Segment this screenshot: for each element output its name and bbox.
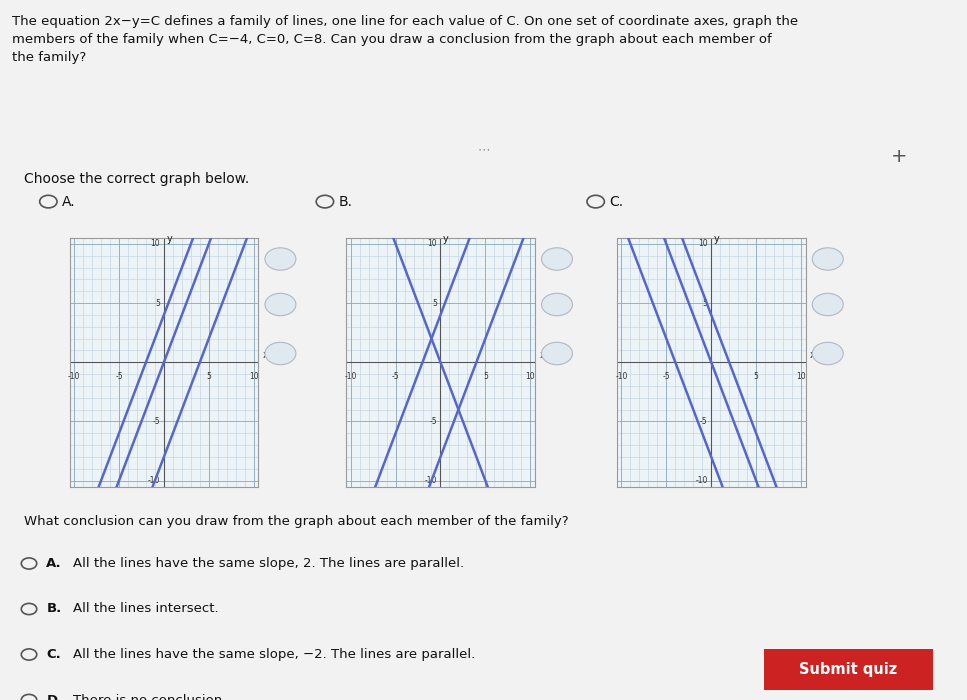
Text: 10: 10	[427, 239, 437, 248]
Text: D.: D.	[46, 694, 63, 700]
Text: x: x	[540, 350, 545, 360]
Text: ⧉: ⧉	[554, 349, 560, 358]
Text: Q: Q	[553, 300, 561, 309]
Text: 🔍: 🔍	[278, 254, 283, 264]
Text: -10: -10	[615, 372, 628, 381]
Text: All the lines have the same slope, 2. The lines are parallel.: All the lines have the same slope, 2. Th…	[73, 557, 463, 570]
FancyBboxPatch shape	[755, 647, 942, 692]
Text: y: y	[443, 234, 449, 244]
Text: C.: C.	[609, 195, 624, 209]
Text: 5: 5	[206, 372, 211, 381]
Text: 10: 10	[698, 239, 708, 248]
Text: +: +	[891, 147, 908, 166]
Text: A.: A.	[62, 195, 75, 209]
Text: -5: -5	[662, 372, 670, 381]
Text: ⧉: ⧉	[825, 349, 831, 358]
Text: y: y	[166, 234, 172, 244]
Text: -10: -10	[68, 372, 80, 381]
Text: What conclusion can you draw from the graph about each member of the family?: What conclusion can you draw from the gr…	[24, 514, 569, 528]
Text: 5: 5	[753, 372, 758, 381]
Text: -10: -10	[695, 476, 708, 485]
Text: There is no conclusion.: There is no conclusion.	[73, 694, 226, 700]
Text: 10: 10	[525, 372, 535, 381]
Text: -10: -10	[148, 476, 161, 485]
Text: B.: B.	[338, 195, 352, 209]
Text: 10: 10	[796, 372, 806, 381]
Text: 10: 10	[151, 239, 161, 248]
Text: ⧉: ⧉	[278, 349, 283, 358]
Text: y: y	[714, 234, 719, 244]
Text: All the lines have the same slope, −2. The lines are parallel.: All the lines have the same slope, −2. T…	[73, 648, 475, 661]
Text: -5: -5	[700, 417, 708, 426]
Text: 10: 10	[249, 372, 258, 381]
Text: -5: -5	[392, 372, 399, 381]
Text: -5: -5	[429, 417, 437, 426]
Text: 🔍: 🔍	[554, 254, 560, 264]
Text: Q: Q	[824, 300, 832, 309]
Text: 🔍: 🔍	[825, 254, 831, 264]
Text: x: x	[810, 350, 816, 360]
Text: B.: B.	[46, 603, 62, 615]
Text: C.: C.	[46, 648, 61, 661]
Text: All the lines intersect.: All the lines intersect.	[73, 603, 219, 615]
Text: ⋯: ⋯	[478, 144, 489, 157]
Text: 5: 5	[483, 372, 487, 381]
Text: x: x	[263, 350, 269, 360]
Text: -10: -10	[425, 476, 437, 485]
Text: -5: -5	[115, 372, 123, 381]
Text: 5: 5	[432, 299, 437, 307]
Text: Q: Q	[277, 300, 284, 309]
Text: A.: A.	[46, 557, 62, 570]
Text: 5: 5	[703, 299, 708, 307]
Text: -5: -5	[153, 417, 161, 426]
Text: The equation 2x−y=C defines a family of lines, one line for each value of C. On : The equation 2x−y=C defines a family of …	[12, 15, 798, 64]
Text: 5: 5	[156, 299, 161, 307]
Text: Choose the correct graph below.: Choose the correct graph below.	[24, 172, 249, 186]
Text: -10: -10	[344, 372, 357, 381]
Text: Submit quiz: Submit quiz	[800, 662, 897, 677]
